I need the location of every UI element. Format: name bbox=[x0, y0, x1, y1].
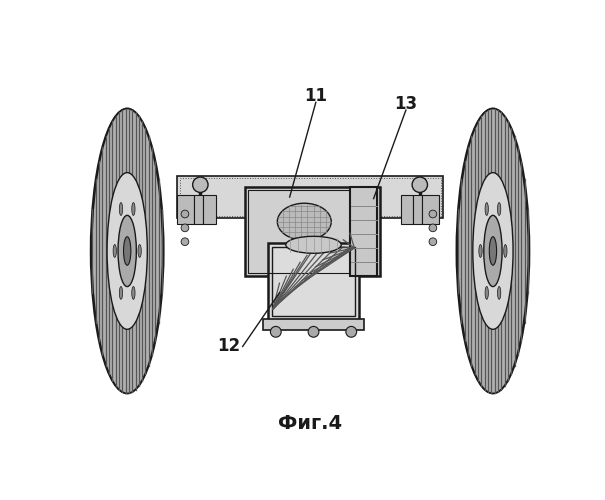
Bar bbox=[203, 194, 216, 224]
Ellipse shape bbox=[91, 108, 164, 394]
Bar bbox=[263, 318, 364, 330]
Bar bbox=[272, 247, 355, 316]
Ellipse shape bbox=[473, 172, 513, 330]
Bar bbox=[194, 194, 203, 224]
Ellipse shape bbox=[92, 108, 163, 394]
Text: 13: 13 bbox=[394, 95, 417, 113]
Ellipse shape bbox=[485, 202, 488, 215]
Bar bbox=[413, 194, 422, 224]
Ellipse shape bbox=[497, 202, 501, 215]
Ellipse shape bbox=[132, 202, 135, 215]
Ellipse shape bbox=[504, 244, 507, 258]
Ellipse shape bbox=[192, 177, 208, 192]
Bar bbox=[285, 230, 342, 245]
Bar bbox=[248, 190, 377, 272]
Ellipse shape bbox=[346, 326, 356, 337]
Bar bbox=[350, 187, 378, 276]
Ellipse shape bbox=[138, 244, 142, 258]
Ellipse shape bbox=[107, 172, 147, 330]
Text: 12: 12 bbox=[217, 338, 240, 355]
Ellipse shape bbox=[489, 236, 497, 265]
Ellipse shape bbox=[457, 108, 528, 394]
Ellipse shape bbox=[485, 286, 488, 300]
Bar bbox=[180, 178, 440, 216]
Ellipse shape bbox=[308, 326, 319, 337]
Text: 11: 11 bbox=[304, 87, 327, 105]
Bar bbox=[422, 194, 439, 224]
Ellipse shape bbox=[484, 216, 502, 286]
Bar bbox=[401, 194, 413, 224]
Ellipse shape bbox=[270, 326, 281, 337]
Bar bbox=[177, 194, 194, 224]
Ellipse shape bbox=[429, 238, 437, 246]
Ellipse shape bbox=[456, 108, 529, 394]
Ellipse shape bbox=[181, 224, 189, 232]
Ellipse shape bbox=[113, 244, 116, 258]
Ellipse shape bbox=[119, 286, 123, 300]
Ellipse shape bbox=[118, 216, 136, 286]
Text: Фиг.4: Фиг.4 bbox=[278, 414, 342, 433]
Ellipse shape bbox=[497, 286, 501, 300]
Ellipse shape bbox=[277, 203, 331, 240]
Ellipse shape bbox=[119, 202, 123, 215]
Bar bbox=[177, 176, 443, 218]
Bar bbox=[268, 244, 359, 320]
Ellipse shape bbox=[412, 177, 428, 192]
Ellipse shape bbox=[123, 236, 131, 265]
Ellipse shape bbox=[132, 286, 135, 300]
Bar bbox=[245, 187, 380, 276]
Ellipse shape bbox=[181, 238, 189, 246]
Ellipse shape bbox=[181, 210, 189, 218]
Ellipse shape bbox=[479, 244, 482, 258]
Ellipse shape bbox=[286, 236, 341, 254]
Ellipse shape bbox=[429, 224, 437, 232]
Ellipse shape bbox=[429, 210, 437, 218]
